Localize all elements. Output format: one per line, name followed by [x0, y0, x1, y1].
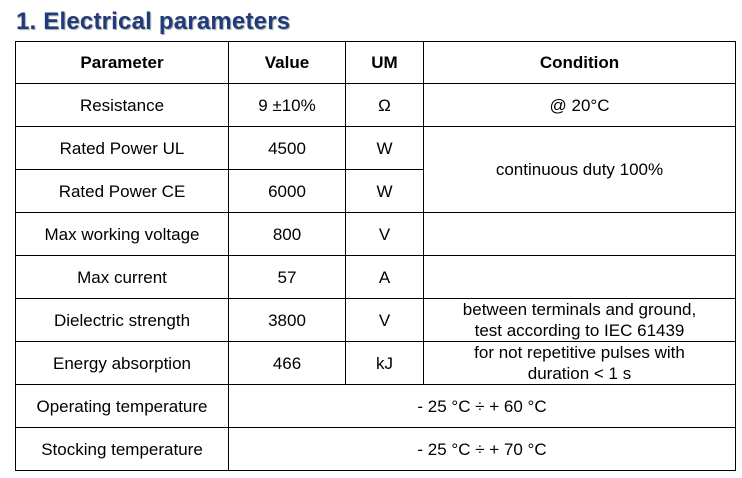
um-cell: W	[345, 126, 424, 170]
um-cell: V	[345, 298, 424, 342]
table-row: Max current 57 A	[15, 255, 736, 299]
um-cell: W	[345, 169, 424, 213]
header-parameter: Parameter	[15, 41, 229, 84]
condition-line: test according to IEC 61439	[474, 321, 685, 340]
value-cell: 4500	[228, 126, 346, 170]
value-cell: 57	[228, 255, 346, 299]
section-title: 1. Electrical parameters	[16, 8, 291, 35]
parameter-cell: Dielectric strength	[15, 298, 229, 342]
table-row: Dielectric strength 3800 V between termi…	[15, 298, 736, 342]
condition-line: duration < 1 s	[527, 364, 632, 383]
range-cell: - 25 °C ÷ + 70 °C	[228, 427, 736, 471]
table-row: Operating temperature - 25 °C ÷ + 60 °C	[15, 384, 736, 428]
parameter-cell: Max current	[15, 255, 229, 299]
table-row: Energy absorption 466 kJ for not repetit…	[15, 341, 736, 385]
value-cell: 3800	[228, 298, 346, 342]
header-um: UM	[345, 41, 424, 84]
parameter-cell: Operating temperature	[15, 384, 229, 428]
electrical-parameters-table: Parameter Value UM Condition Resistance …	[15, 41, 736, 471]
parameter-cell: Stocking temperature	[15, 427, 229, 471]
condition-cell: for not repetitive pulses with duration <…	[423, 341, 736, 385]
value-cell: 466	[228, 341, 346, 385]
um-cell: A	[345, 255, 424, 299]
um-cell: kJ	[345, 341, 424, 385]
parameter-cell: Energy absorption	[15, 341, 229, 385]
um-cell: Ω	[345, 83, 424, 127]
condition-line: between terminals and ground,	[462, 300, 697, 319]
value-cell: 9 ±10%	[228, 83, 346, 127]
condition-cell	[423, 212, 736, 256]
parameter-cell: Resistance	[15, 83, 229, 127]
value-cell: 6000	[228, 169, 346, 213]
header-value: Value	[228, 41, 346, 84]
header-condition: Condition	[423, 41, 736, 84]
table-row: Resistance 9 ±10% Ω @ 20°C	[15, 83, 736, 127]
parameter-cell: Rated Power CE	[15, 169, 229, 213]
parameter-cell: Max working voltage	[15, 212, 229, 256]
table-row: Rated Power UL 4500 W continuous duty 10…	[15, 126, 736, 213]
condition-cell: continuous duty 100%	[423, 126, 736, 213]
table-header-row: Parameter Value UM Condition	[15, 41, 736, 84]
range-cell: - 25 °C ÷ + 60 °C	[228, 384, 736, 428]
table-row: Rated Power CE 6000 W	[15, 169, 736, 213]
value-cell: 800	[228, 212, 346, 256]
condition-line: for not repetitive pulses with	[474, 343, 685, 362]
um-cell: V	[345, 212, 424, 256]
condition-cell	[423, 255, 736, 299]
parameter-cell: Rated Power UL	[15, 126, 229, 170]
condition-cell: @ 20°C	[423, 83, 736, 127]
table-row: Max working voltage 800 V	[15, 212, 736, 256]
table-row: Stocking temperature - 25 °C ÷ + 70 °C	[15, 427, 736, 471]
condition-cell: between terminals and ground, test accord…	[423, 298, 736, 342]
